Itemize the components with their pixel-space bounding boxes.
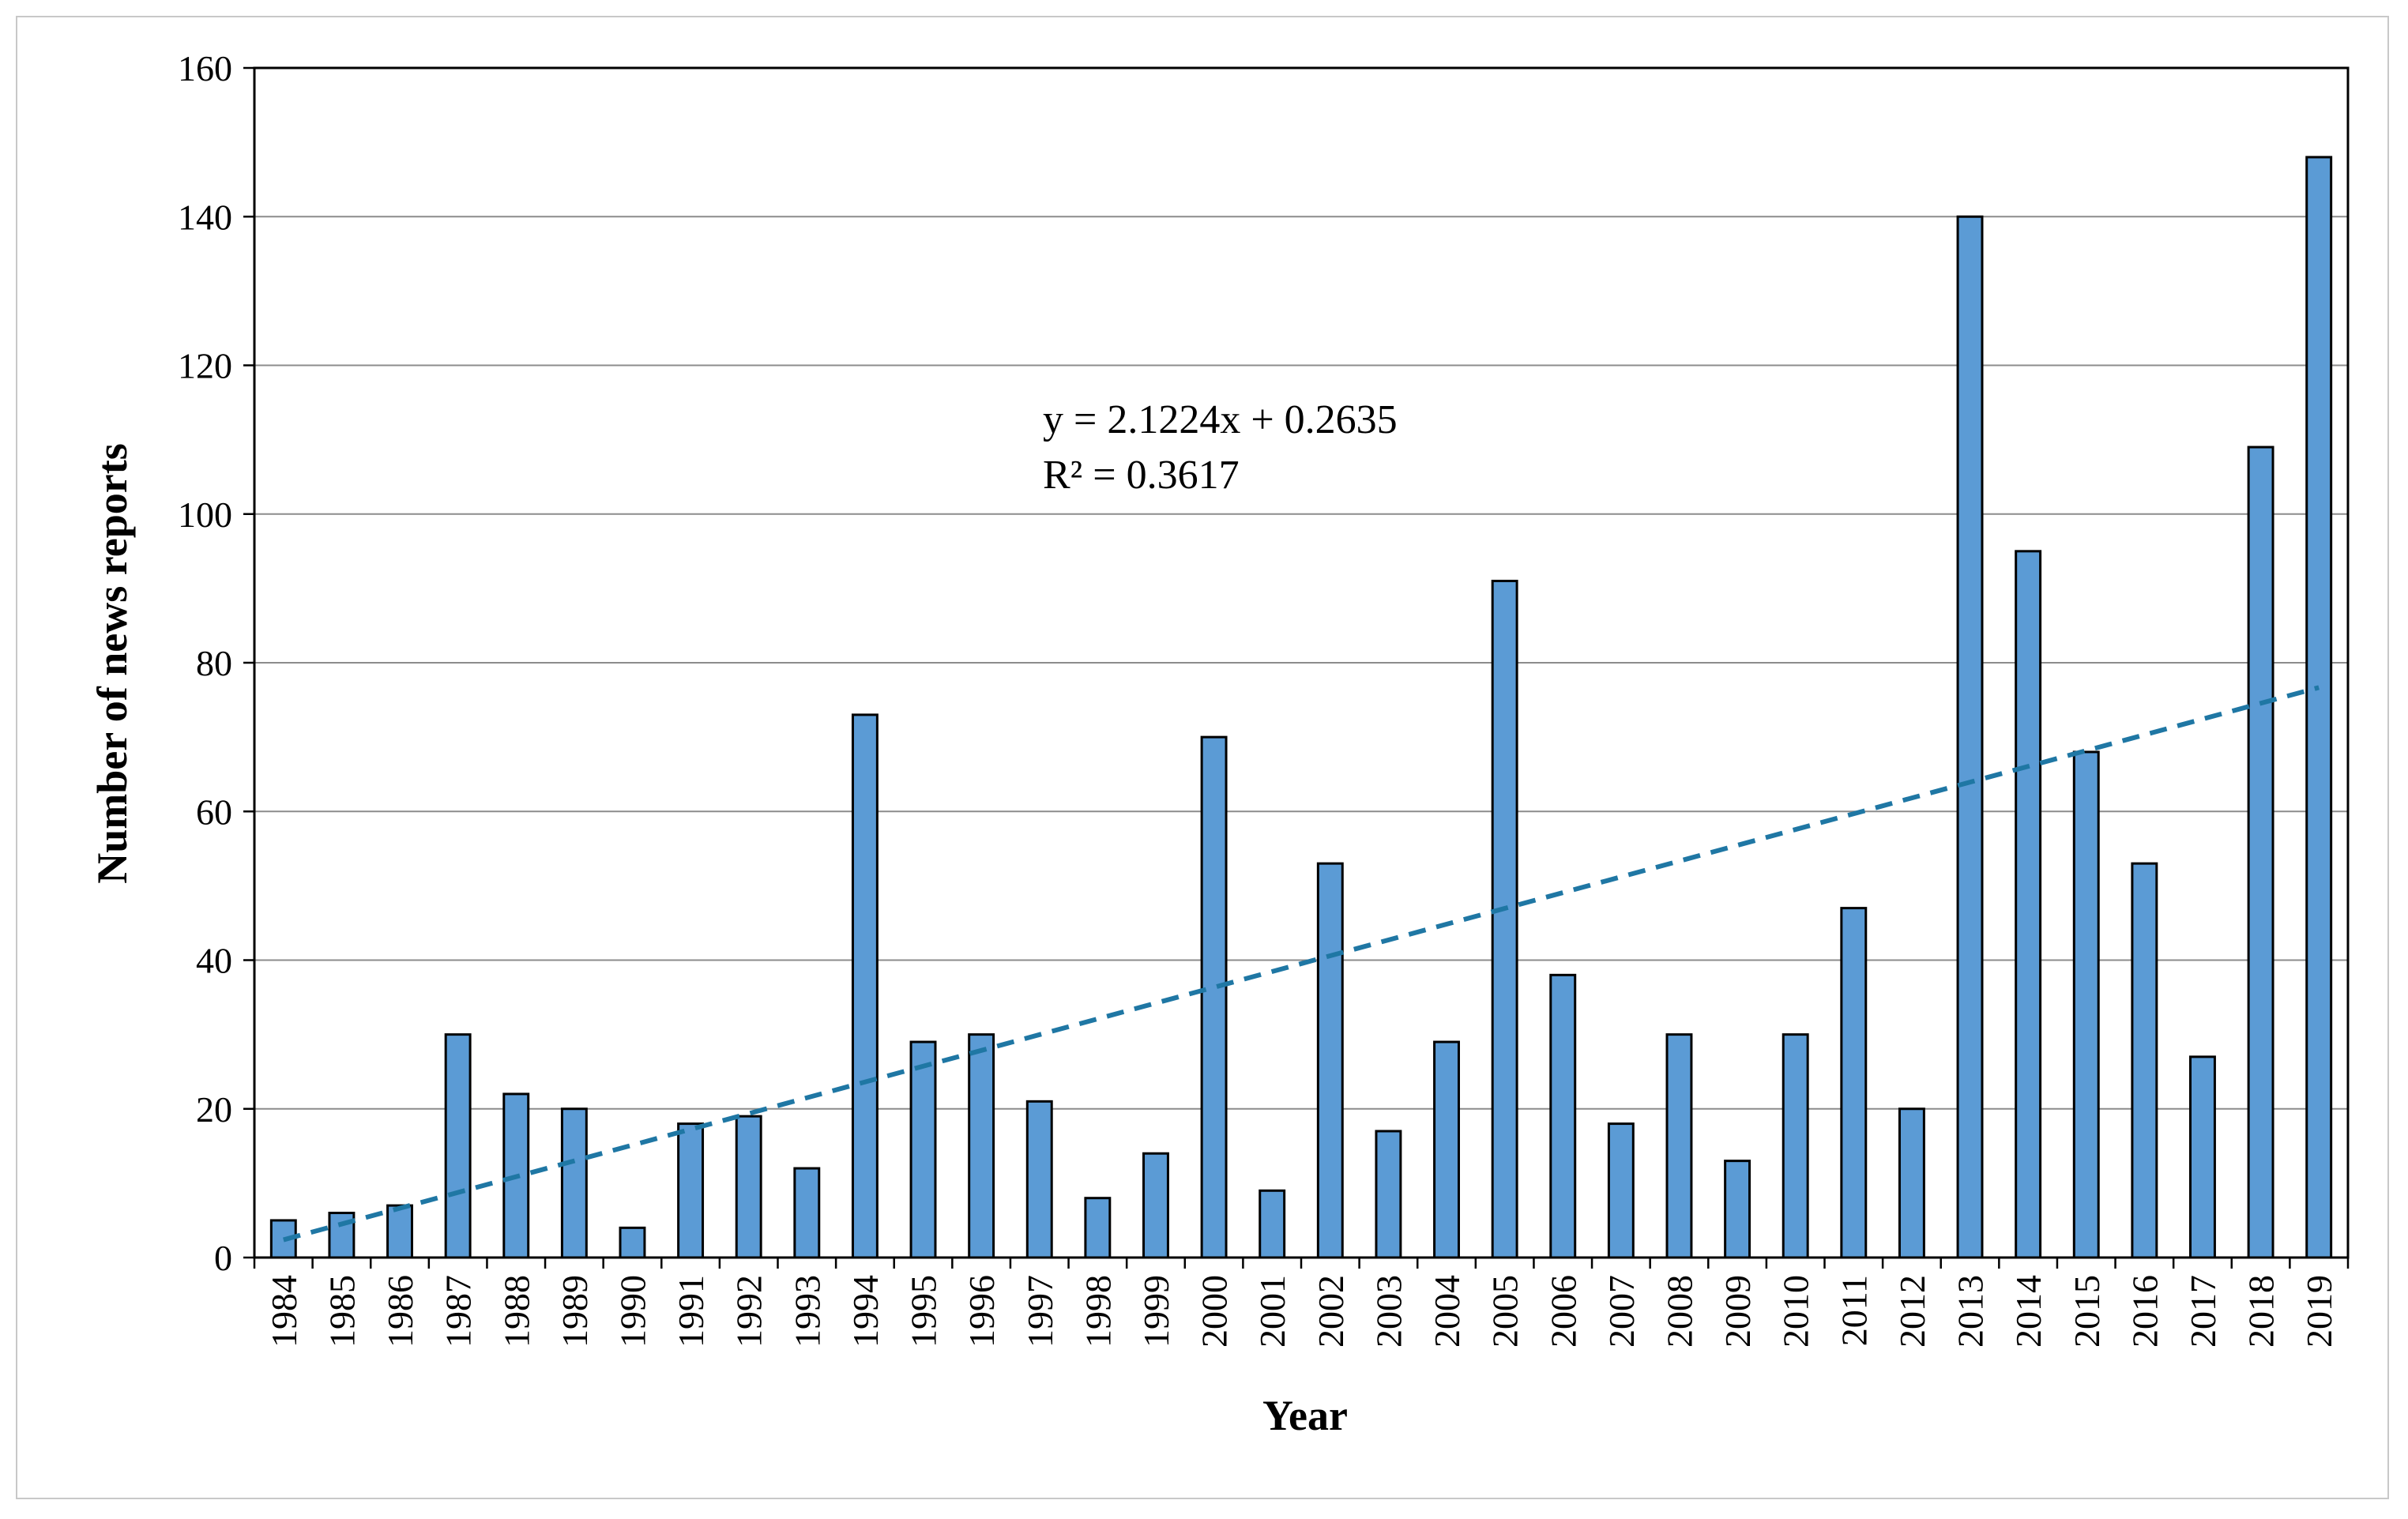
y-tick-label: 100 xyxy=(178,494,232,535)
bar-2009 xyxy=(1724,1160,1751,1259)
x-tick-labels: 1984 1985 1986 1987 1988 1989 1990 1991 1992 1993… xyxy=(264,1275,2339,1348)
y-axis-title: Number of news reports xyxy=(88,443,136,883)
x-tick-label: 1992 xyxy=(729,1275,769,1348)
bar-1992 xyxy=(735,1115,762,1259)
bars xyxy=(269,156,2333,1259)
bar-1990 xyxy=(619,1226,646,1259)
x-tick-label: 1985 xyxy=(322,1275,362,1348)
x-tick-label: 2000 xyxy=(1195,1275,1235,1348)
x-tick-label: 1988 xyxy=(496,1275,536,1348)
bar-2015 xyxy=(2072,750,2100,1259)
gridlines xyxy=(254,67,2348,1110)
bar-2002 xyxy=(1316,862,1344,1259)
bar-2016 xyxy=(2131,862,2158,1259)
bar-1993 xyxy=(793,1167,821,1259)
bar-2003 xyxy=(1375,1130,1402,1259)
x-tick-label: 2017 xyxy=(2183,1275,2223,1348)
x-tick-label: 2018 xyxy=(2241,1275,2282,1348)
y-tick-label: 20 xyxy=(196,1089,232,1130)
y-tick-label: 40 xyxy=(196,941,232,981)
y-tick-label: 60 xyxy=(196,791,232,832)
x-tick-label: 1995 xyxy=(904,1275,944,1348)
x-tick-label: 2005 xyxy=(1485,1275,1526,1348)
trendline-equation: y = 2.1224x + 0.2635 xyxy=(1043,397,1398,442)
bar-2010 xyxy=(1782,1033,1809,1259)
bar-1995 xyxy=(909,1040,937,1259)
bar-2014 xyxy=(2015,550,2042,1259)
axes xyxy=(243,66,2350,1269)
x-tick-label: 2016 xyxy=(2124,1275,2165,1348)
x-tick-label: 2006 xyxy=(1543,1275,1583,1348)
bar-1988 xyxy=(502,1092,530,1259)
x-tick-label: 2011 xyxy=(1834,1275,1874,1346)
trendline xyxy=(283,685,2320,1243)
bar-2012 xyxy=(1898,1107,1925,1259)
bar-1989 xyxy=(560,1107,588,1259)
x-tick-label: 1989 xyxy=(555,1275,595,1348)
bar-2004 xyxy=(1433,1040,1460,1259)
bar-2007 xyxy=(1607,1122,1635,1259)
x-tick-label: 1994 xyxy=(845,1275,886,1348)
bar-2011 xyxy=(1840,907,1868,1259)
x-tick-label: 1991 xyxy=(671,1275,711,1348)
x-tick-label: 2014 xyxy=(2008,1275,2049,1348)
bar-1987 xyxy=(444,1033,472,1259)
x-tick-label: 2009 xyxy=(1718,1275,1758,1348)
x-tick-label: 2010 xyxy=(1776,1275,1816,1348)
x-tick-label: 1993 xyxy=(787,1275,827,1348)
bar-2006 xyxy=(1549,973,1577,1259)
x-tick-label: 1984 xyxy=(264,1275,304,1348)
bar-1994 xyxy=(851,713,879,1259)
bar-1996 xyxy=(968,1033,995,1259)
x-tick-label: 1987 xyxy=(438,1275,479,1348)
x-tick-label: 2004 xyxy=(1427,1275,1467,1348)
x-tick-label: 2002 xyxy=(1311,1275,1351,1348)
bar-1986 xyxy=(386,1204,413,1259)
bar-1991 xyxy=(677,1122,705,1259)
x-tick-label: 1999 xyxy=(1136,1275,1176,1348)
bar-1998 xyxy=(1084,1197,1112,1259)
x-tick-label: 1986 xyxy=(380,1275,420,1348)
trendline-r-squared: R² = 0.3617 xyxy=(1043,453,1240,498)
bar-2000 xyxy=(1200,735,1228,1259)
bar-2013 xyxy=(1956,215,1984,1259)
bar-2019 xyxy=(2305,156,2333,1259)
x-tick-label: 1990 xyxy=(612,1275,653,1348)
x-tick-label: 2007 xyxy=(1601,1275,1642,1348)
bar-1997 xyxy=(1025,1100,1053,1259)
x-tick-label: 2008 xyxy=(1659,1275,1699,1348)
x-tick-label: 1998 xyxy=(1078,1275,1118,1348)
x-tick-label: 2019 xyxy=(2299,1275,2339,1348)
x-tick-label: 1997 xyxy=(1020,1275,1060,1348)
trendline-layer xyxy=(283,685,2320,1243)
bar-2018 xyxy=(2247,446,2274,1259)
bar-2017 xyxy=(2189,1055,2216,1259)
y-tick-label: 120 xyxy=(178,346,232,386)
x-tick-label: 2012 xyxy=(1892,1275,1932,1348)
y-tick-label: 140 xyxy=(178,197,232,237)
y-tick-label: 160 xyxy=(178,48,232,88)
y-tick-labels: 0 20 40 60 80 100 120 140 160 xyxy=(178,48,232,1278)
y-tick-label: 80 xyxy=(196,643,232,683)
bar-2001 xyxy=(1259,1189,1286,1259)
x-tick-label: 1996 xyxy=(961,1275,1002,1348)
y-tick-label: 0 xyxy=(214,1238,232,1278)
x-tick-label: 2015 xyxy=(2067,1275,2107,1348)
x-tick-label: 2013 xyxy=(1951,1275,1991,1348)
bar-2005 xyxy=(1491,579,1518,1259)
x-tick-label: 2001 xyxy=(1252,1275,1292,1348)
x-tick-label: 2003 xyxy=(1368,1275,1409,1348)
bar-2008 xyxy=(1665,1033,1693,1259)
bar-1999 xyxy=(1142,1152,1169,1259)
x-axis-title: Year xyxy=(1262,1392,1348,1439)
